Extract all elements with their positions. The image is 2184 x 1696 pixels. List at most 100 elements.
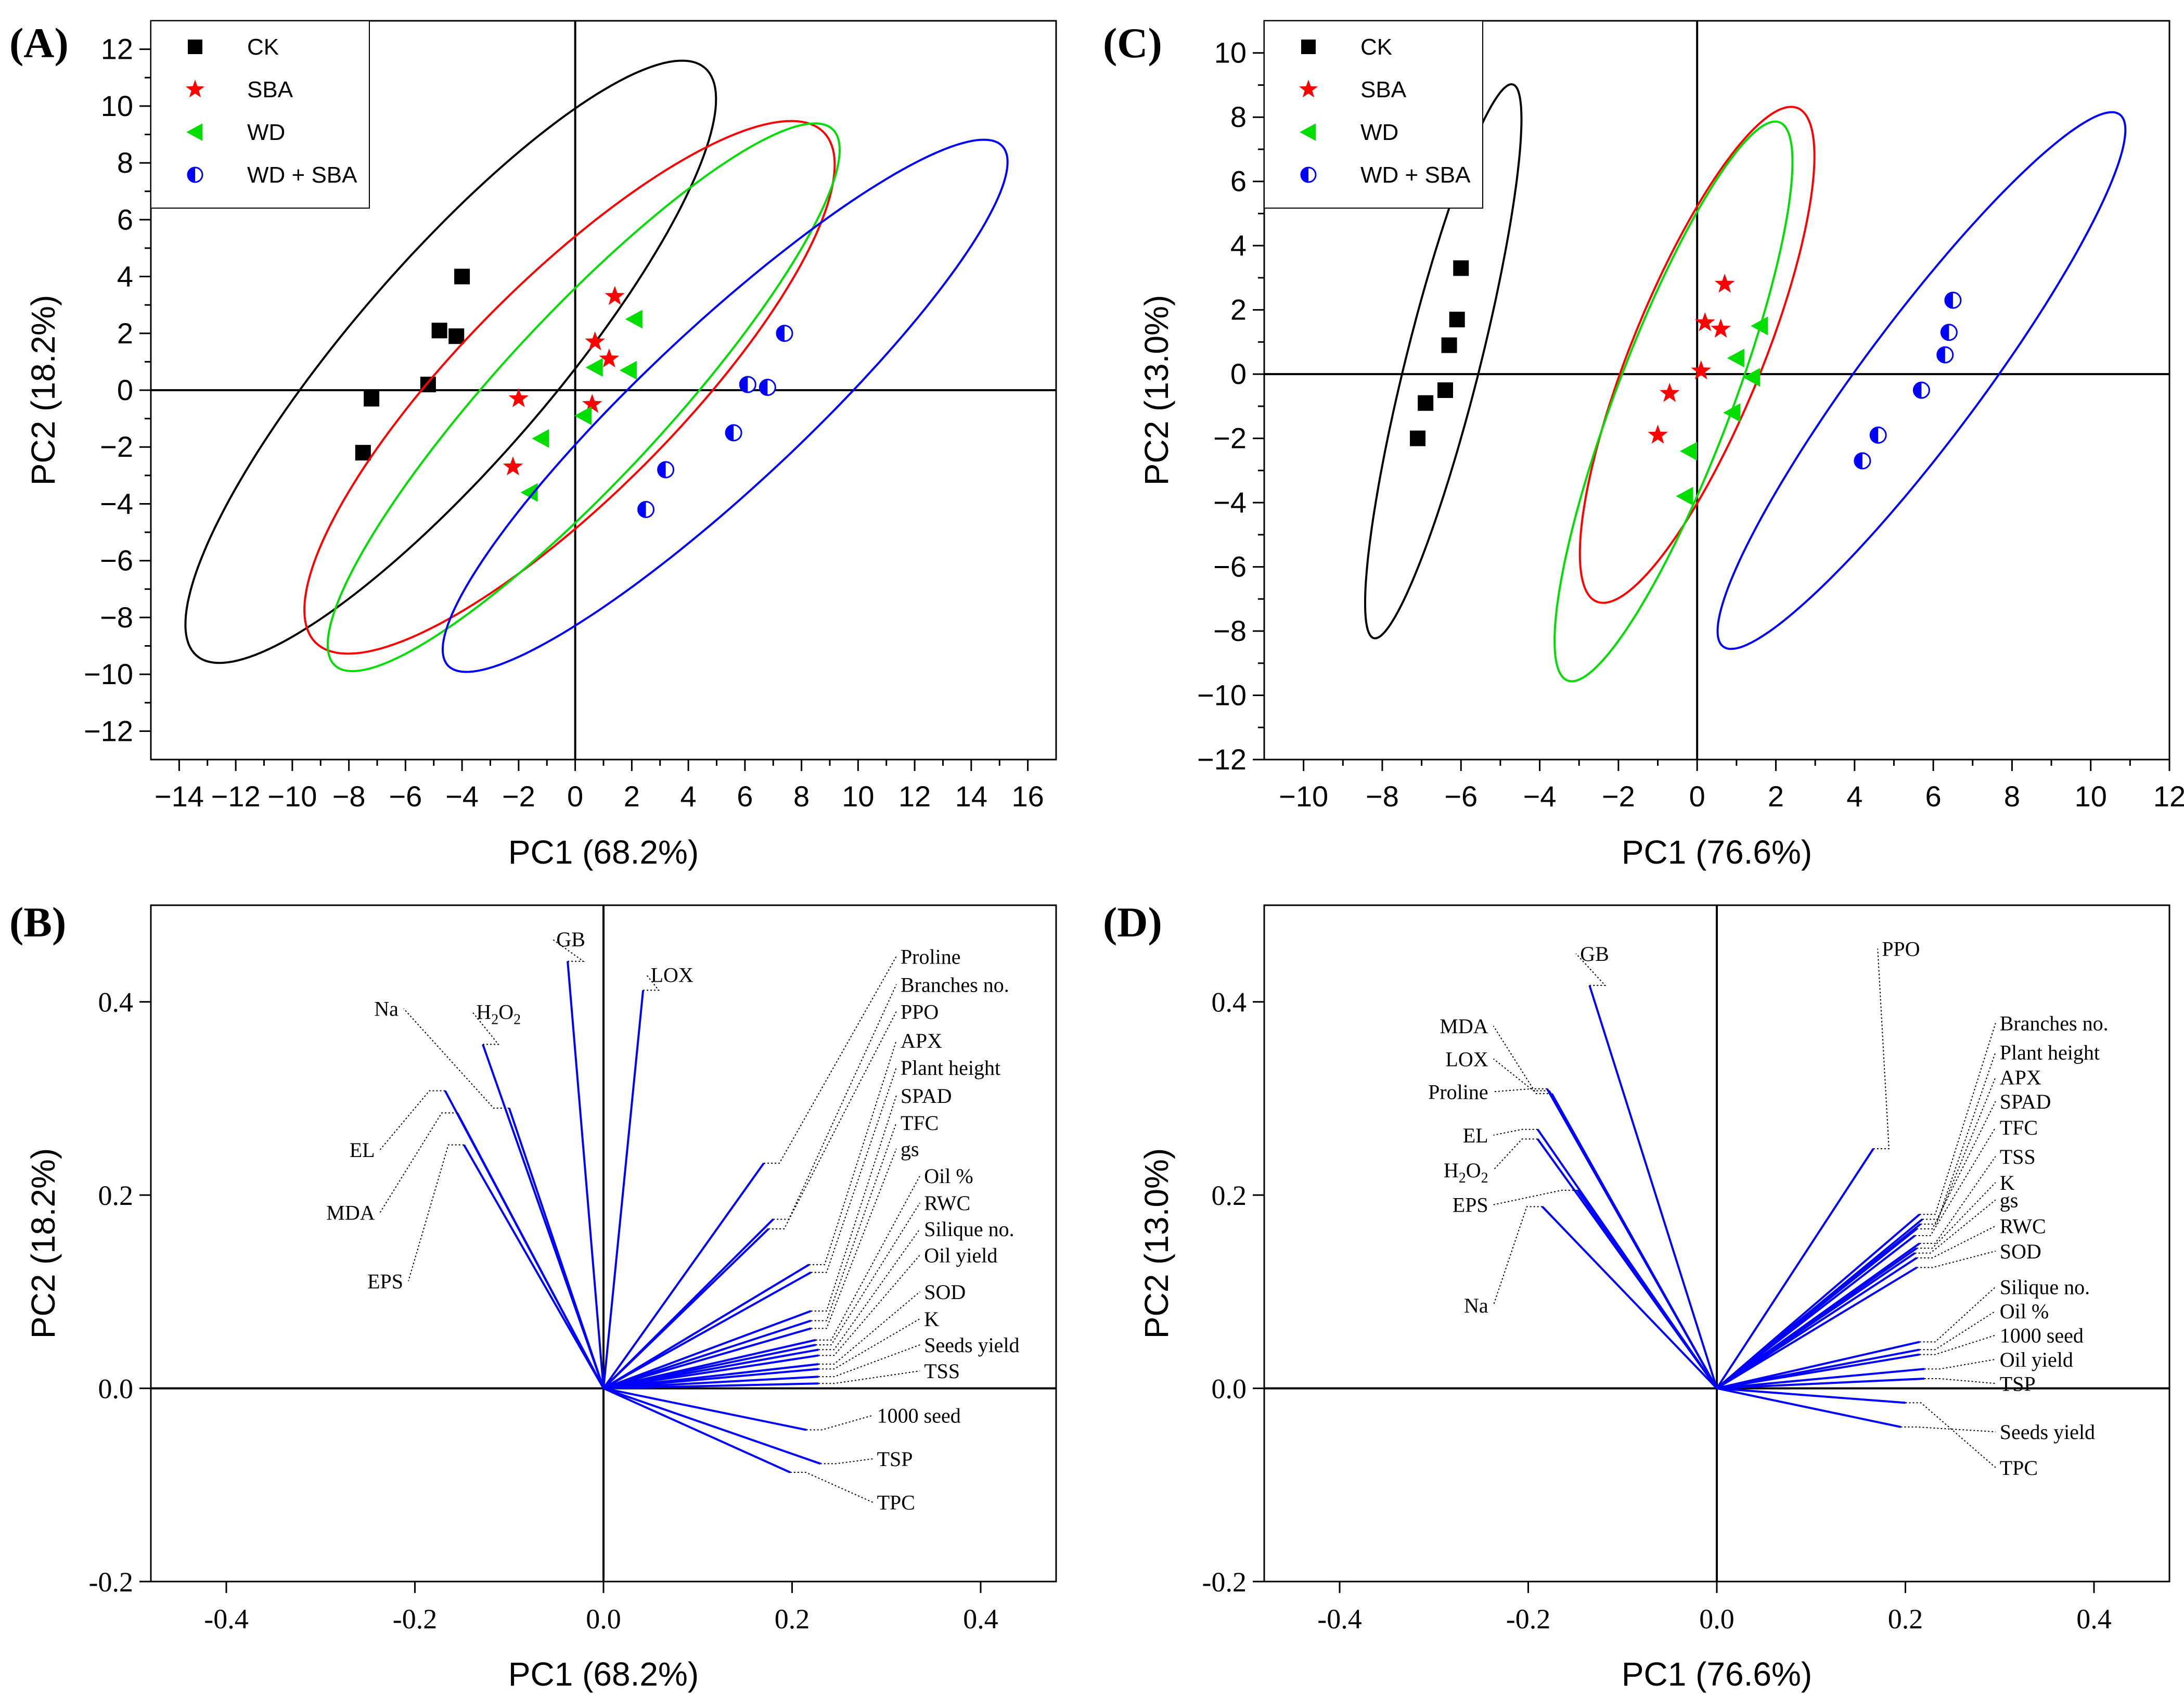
vector-tss bbox=[603, 1382, 819, 1390]
marker-half-circle bbox=[725, 424, 742, 442]
marker-half-circle bbox=[1940, 324, 1958, 341]
legend: CK SBA WD WD + SBA bbox=[150, 20, 370, 209]
vector-tfc bbox=[1716, 1235, 1916, 1390]
marker-star bbox=[508, 388, 529, 407]
vector-label-oil-yield: Oil yield bbox=[2000, 1348, 2073, 1371]
leader-line bbox=[1873, 948, 1890, 1149]
x-tick-label: 0.0 bbox=[586, 1603, 621, 1635]
vector-label-branches-no: Branches no. bbox=[2000, 1012, 2109, 1035]
vector-label-silique-no: Silique no. bbox=[924, 1217, 1014, 1241]
legend-label-wd-sba: WD + SBA bbox=[1360, 162, 1471, 188]
vector-label-lox: LOX bbox=[651, 963, 693, 987]
marker-triangle bbox=[585, 358, 603, 377]
y-tick-label: 6 bbox=[117, 203, 133, 236]
legend-box bbox=[1264, 20, 1483, 209]
y-tick-label: 6 bbox=[1230, 165, 1247, 198]
y-tick-label: 2 bbox=[117, 317, 133, 350]
marker-fill bbox=[188, 168, 195, 182]
marker-star bbox=[582, 394, 602, 413]
marker-triangle bbox=[520, 483, 538, 502]
x-tick-label: 0 bbox=[1689, 780, 1705, 813]
vector-label-seeds-yield: Seeds yield bbox=[924, 1333, 1019, 1357]
vector-label-gs: gs bbox=[901, 1137, 919, 1161]
y-tick-label: 4 bbox=[1230, 229, 1247, 262]
y-tick-label: 4 bbox=[117, 260, 133, 293]
vector-label-lox: LOX bbox=[1445, 1047, 1488, 1071]
leader-line bbox=[1922, 1051, 1996, 1220]
marker-half-circle bbox=[759, 379, 776, 396]
marker-square bbox=[1453, 260, 1469, 276]
marker-half-circle bbox=[739, 376, 756, 393]
vector-label-spad: SPAD bbox=[901, 1084, 952, 1108]
vector-label-tsp: TSP bbox=[877, 1447, 913, 1471]
y-tick-label: −2 bbox=[100, 430, 133, 463]
leader-line bbox=[1493, 1058, 1549, 1091]
vector-lox bbox=[602, 990, 645, 1389]
vector-label-seeds-yield: Seeds yield bbox=[2000, 1420, 2095, 1444]
marker-star bbox=[1711, 318, 1731, 338]
marker-square bbox=[1418, 395, 1434, 411]
vector-label-apx: APX bbox=[901, 1029, 942, 1052]
marker-half-circle bbox=[776, 325, 793, 342]
vector-label-sod: SOD bbox=[2000, 1240, 2041, 1263]
leader-line bbox=[1917, 1101, 1996, 1230]
x-tick-label: 12 bbox=[898, 780, 931, 813]
y-tick-label: −12 bbox=[84, 714, 133, 747]
y-axis-title: PC2 (13.0%) bbox=[1138, 295, 1175, 485]
h2o2-sub2: 2 bbox=[513, 1011, 521, 1027]
vector-eps bbox=[463, 1144, 605, 1389]
marker-triangle bbox=[1676, 486, 1693, 506]
y-tick-label: 0 bbox=[117, 374, 133, 406]
leader-line bbox=[643, 974, 660, 991]
marker-triangle bbox=[1300, 123, 1316, 141]
series-sba bbox=[303, 120, 836, 655]
leader-line bbox=[1915, 1199, 1996, 1254]
leader-line bbox=[1919, 1023, 1996, 1215]
confidence-ellipse bbox=[326, 122, 841, 673]
marker-triangle bbox=[1751, 316, 1768, 336]
marker-triangle bbox=[532, 429, 549, 448]
x-tick-label: 0 bbox=[567, 780, 583, 813]
x-tick-label: 6 bbox=[737, 780, 753, 813]
y-tick-label: −2 bbox=[1213, 422, 1247, 455]
vector-k bbox=[603, 1368, 819, 1390]
leader-line bbox=[790, 1472, 873, 1503]
x-tick-label: 8 bbox=[793, 780, 810, 813]
vector-ppo bbox=[1716, 1148, 1874, 1389]
vector-label-spad: SPAD bbox=[2000, 1090, 2051, 1113]
series-wd bbox=[1553, 120, 1794, 683]
marker-star bbox=[503, 456, 523, 476]
marker-fill bbox=[1913, 382, 1922, 398]
h2o2-o: O bbox=[498, 1000, 513, 1023]
vector-ppo bbox=[602, 1228, 769, 1390]
series-wd bbox=[326, 122, 841, 673]
vector-apx bbox=[602, 1264, 810, 1390]
vector-label-gb: GB bbox=[556, 928, 585, 951]
vector-label-el: EL bbox=[350, 1138, 375, 1162]
vector-sod bbox=[1716, 1266, 1918, 1390]
y-axis-title: PC2 (18.2%) bbox=[24, 295, 62, 485]
vector-gb bbox=[1588, 985, 1718, 1389]
vector-proline bbox=[1546, 1088, 1718, 1389]
axes-a: −14 −12 −10 −8 −6 −4 −2 0 2 4 6 8 10 12 14 16−12−10−8−6… bbox=[9, 19, 1057, 871]
leader-line bbox=[809, 1040, 897, 1265]
y-tick-label: 2 bbox=[1230, 293, 1247, 326]
x-tick-label: −10 bbox=[267, 780, 317, 813]
legend-label-wd: WD bbox=[1360, 120, 1398, 145]
marker-square bbox=[1410, 430, 1426, 446]
x-tick-label: -0.4 bbox=[1317, 1603, 1361, 1635]
vector-mda bbox=[456, 1112, 605, 1389]
vector-label-tfc: TFC bbox=[901, 1111, 939, 1135]
x-tick-label: −8 bbox=[332, 780, 366, 813]
marker-square bbox=[448, 328, 465, 344]
x-tick-label: -0.2 bbox=[393, 1603, 437, 1635]
vector-tsp bbox=[603, 1387, 821, 1465]
x-axis-title: PC1 (76.6%) bbox=[1622, 833, 1812, 871]
marker-star bbox=[1714, 274, 1735, 293]
y-tick-label: 10 bbox=[101, 89, 133, 122]
axes-d: -0.4 -0.2 0.0 0.2 0.4 -0.2 0.0 0.2 0.4 PC1 (76.6%… bbox=[1103, 898, 2170, 1693]
leader-line bbox=[811, 1095, 897, 1312]
vector-label-rwc: RWC bbox=[2000, 1215, 2046, 1238]
vector-label-tss: TSS bbox=[924, 1359, 960, 1383]
panel-label: (B) bbox=[9, 898, 66, 946]
